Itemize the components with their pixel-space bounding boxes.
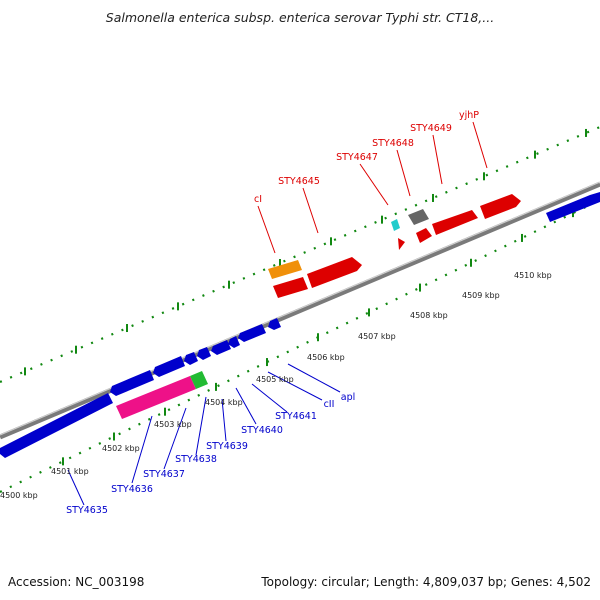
gene-features [0,192,600,458]
tick-label: 4508 kbp [410,311,448,320]
gene-label-STY4647[interactable]: STY4647 [336,152,378,163]
gene-label-STY4641[interactable]: STY4641 [275,411,317,422]
label-leader-line [287,363,341,393]
forward-guide-line [0,125,600,384]
tick-label: 4506 kbp [307,353,345,362]
gene-feature[interactable] [480,194,521,219]
label-leader-line [195,396,207,456]
tick-label: 4507 kbp [358,332,396,341]
gene-feature[interactable] [546,192,600,222]
tick-label: 4501 kbp [51,467,89,476]
gene-label-STY4639[interactable]: STY4639 [206,441,248,452]
label-leader-line [67,469,85,506]
gene-label-cI[interactable]: cI [254,194,262,205]
gene-feature[interactable] [153,356,185,377]
scale-labels: 4500 kbp 4501 kbp 4502 kbp 4503 kbp 4504… [0,271,552,500]
gene-feature-pink[interactable] [116,376,196,419]
gene-feature-cyan[interactable] [391,219,400,231]
tick-label: 4503 kbp [154,420,192,429]
gene-feature[interactable] [432,210,478,235]
label-leader-line [257,205,276,254]
tick-label: 4502 kbp [102,444,140,453]
gene-feature[interactable] [184,352,198,365]
label-leader-line [163,407,187,470]
forward-gene-labels: cI STY4645 STY4647 STY4648 STY4649 yjhP [254,110,479,205]
gene-feature[interactable] [228,336,240,348]
topology-summary: Topology: circular; Length: 4,809,037 bp… [260,575,591,589]
gene-feature-green[interactable] [190,371,208,389]
gene-feature-orange[interactable] [268,260,302,279]
gene-feature[interactable] [307,257,362,288]
label-leader-line [251,383,288,413]
major-ticks [24,128,587,466]
gene-label-STY4638[interactable]: STY4638 [175,454,217,465]
gene-label-STY4648[interactable]: STY4648 [372,138,414,149]
tick-label: 4509 kbp [462,291,500,300]
tick-label: 4510 kbp [514,271,552,280]
label-leader-line [131,415,153,484]
genome-backbone [0,181,600,440]
gene-label-STY4635[interactable]: STY4635 [66,505,108,516]
gene-feature[interactable] [398,238,405,250]
gene-label-apl[interactable]: apl [341,392,356,403]
gene-feature[interactable] [273,277,308,298]
gene-label-STY4636[interactable]: STY4636 [111,484,153,495]
label-leader-line [432,134,443,185]
accession-label: Accession: NC_003198 [8,575,144,589]
gene-label-yjhP[interactable]: yjhP [459,110,479,121]
gene-feature[interactable] [110,370,154,396]
genome-backbone-highlight [0,181,600,436]
gene-feature[interactable] [197,347,211,360]
gene-feature[interactable] [416,228,432,243]
label-leader-line [302,187,319,234]
reverse-gene-labels: apl cII STY4641 STY4640 STY4639 STY4638 … [66,392,355,516]
gene-feature[interactable] [211,340,231,355]
label-leader-line [235,387,257,425]
label-leader-line [359,163,389,206]
tick-label: 4504 kbp [205,398,243,407]
gene-feature[interactable] [238,324,266,342]
label-leader-line [396,149,411,197]
gene-feature[interactable] [0,393,113,458]
tick-label: 4505 kbp [256,375,294,384]
label-leader-line [267,371,323,401]
label-leaders [67,121,488,506]
label-leader-line [472,121,488,169]
gene-label-STY4640[interactable]: STY4640 [241,425,283,436]
gene-feature-gray[interactable] [408,209,429,225]
reverse-guide-line [0,199,600,493]
gene-label-STY4645[interactable]: STY4645 [278,176,320,187]
tick-label: 4500 kbp [0,491,38,500]
gene-label-STY4637[interactable]: STY4637 [143,469,185,480]
map-title: Salmonella enterica subsp. enterica sero… [106,10,494,25]
gene-label-STY4649[interactable]: STY4649 [410,123,452,134]
gene-feature[interactable] [268,318,281,330]
label-leader-line [221,398,227,442]
gene-label-cII[interactable]: cII [324,399,335,410]
